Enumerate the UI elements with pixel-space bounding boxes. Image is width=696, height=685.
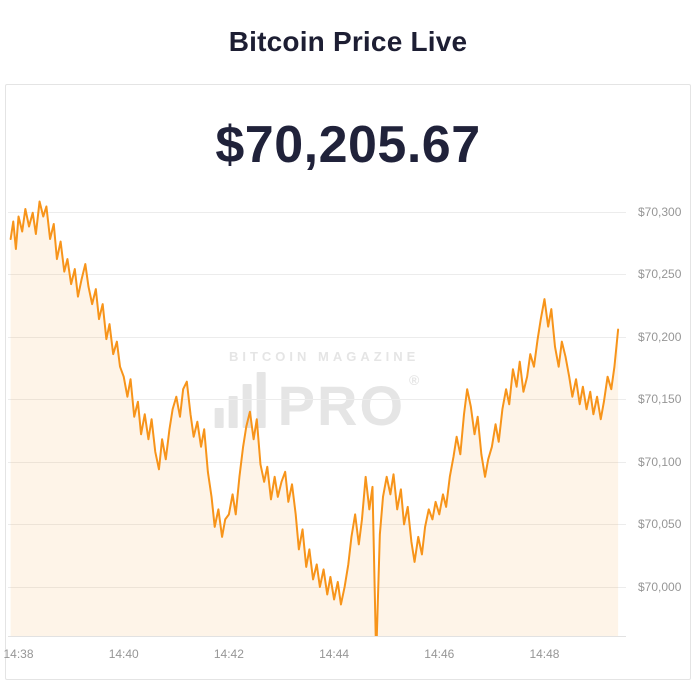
y-axis-label: $70,200 bbox=[638, 329, 682, 344]
price-chart: BITCOIN MAGAZINE PRO ® $70,000$70,050$70… bbox=[4, 199, 690, 671]
x-axis-label: 14:44 bbox=[319, 647, 350, 661]
x-axis-label: 14:38 bbox=[3, 647, 34, 661]
x-axis-label: 14:40 bbox=[108, 647, 139, 661]
y-axis-label: $70,150 bbox=[638, 392, 682, 407]
y-axis-label: $70,000 bbox=[638, 579, 682, 594]
page-title: Bitcoin Price Live bbox=[228, 26, 468, 57]
x-axis-label: 14:46 bbox=[424, 647, 455, 661]
x-axis-label: 14:48 bbox=[529, 647, 560, 661]
x-axis-label: 14:42 bbox=[213, 647, 244, 661]
price-chart-canvas bbox=[8, 199, 626, 637]
y-axis-label: $70,250 bbox=[638, 267, 682, 282]
y-axis-label: $70,100 bbox=[638, 454, 682, 469]
price-card: $70,205.67 BITCOIN MAGAZINE PRO ® $70,00… bbox=[4, 84, 691, 680]
y-axis-label: $70,050 bbox=[638, 517, 682, 532]
y-axis-label: $70,300 bbox=[638, 204, 682, 219]
price-value: $70,205.67 bbox=[215, 116, 481, 174]
